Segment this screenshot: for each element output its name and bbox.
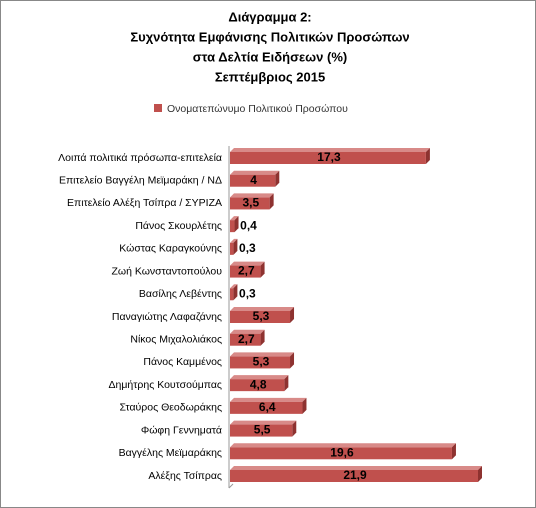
chart-title: Διάγραμμα 2: — [228, 9, 311, 24]
bar-face — [230, 443, 456, 448]
bar — [230, 397, 307, 414]
bar-face — [230, 174, 276, 187]
bar — [230, 352, 295, 369]
bar — [230, 261, 265, 278]
value-label: 0,3 — [239, 286, 256, 300]
value-label: 4 — [250, 173, 257, 187]
bar-face — [230, 216, 239, 221]
value-label: 17,3 — [317, 150, 341, 164]
bar-face — [230, 311, 291, 323]
bar-face — [230, 420, 297, 425]
bar-face — [230, 329, 265, 334]
bar-face — [230, 466, 482, 470]
bar — [230, 466, 482, 482]
bar-face — [290, 352, 295, 369]
value-label: 0,3 — [239, 241, 256, 255]
y-tick-label: Νίκος Μιχαλολιάκος — [130, 333, 222, 345]
bar — [230, 148, 430, 164]
value-label: 2,7 — [238, 264, 255, 278]
chart-title: Σεπτέμβριος 2015 — [215, 69, 325, 84]
value-label: 0,4 — [240, 218, 257, 232]
bar-face — [233, 238, 238, 255]
y-tick-label: Κώστας Καραγκούνης — [119, 243, 222, 255]
y-tick-label: Παναγιώτης Λαφαζάνης — [112, 311, 222, 323]
bar-face — [230, 470, 478, 482]
bar-face — [290, 307, 295, 323]
bar — [230, 170, 280, 187]
bar-face — [230, 261, 265, 266]
bar-face — [230, 284, 238, 289]
value-label: 5,5 — [254, 423, 271, 437]
value-label: 5,3 — [253, 355, 270, 369]
chart-title: στα Δελτία Ειδήσεων (%) — [193, 49, 347, 64]
chart-title: Συχνότητα Εμφάνισης Πολιτικών Προσώπων — [130, 29, 409, 44]
legend-swatch — [154, 104, 162, 112]
bar — [230, 216, 239, 233]
bar — [230, 284, 238, 301]
bar-face — [230, 265, 261, 278]
bar-face — [230, 356, 291, 369]
bar-face — [230, 170, 280, 175]
value-label: 5,3 — [253, 309, 270, 323]
y-tick-label: Αλέξης Τσίπρας — [148, 470, 222, 482]
bar-face — [260, 329, 265, 346]
bar — [230, 443, 456, 460]
bar-face — [451, 443, 456, 460]
bar-face — [230, 193, 274, 198]
bar — [230, 307, 295, 323]
bar-face — [230, 288, 234, 301]
bar-face — [230, 352, 295, 357]
bar-face — [269, 193, 274, 210]
bar-face — [230, 379, 285, 392]
bar-face — [230, 447, 452, 460]
bar-face — [284, 375, 289, 392]
legend-label: Ονοματεπώνυμο Πολιτικού Προσώπου — [167, 103, 348, 115]
bar-face — [230, 424, 293, 437]
y-tick-label: Φώφη Γεννηματά — [141, 424, 222, 436]
bar-face — [230, 375, 289, 380]
bar-face — [230, 307, 295, 311]
y-tick-label: Πάνος Σκουρλέτης — [135, 220, 222, 232]
bar-face — [425, 148, 430, 164]
bar — [230, 238, 238, 255]
y-tick-label: Βασίλης Λεβέντης — [139, 288, 222, 300]
bar-face — [230, 220, 235, 233]
y-tick-label: Λοιπά πολιτικά πρόσωπα-επιτελεία — [58, 152, 222, 164]
y-tick-label: Επιτελείο Βαγγέλη Μεϊμαράκη / ΝΔ — [59, 174, 222, 186]
bar-face — [230, 148, 430, 152]
bar-face — [275, 170, 280, 187]
value-label: 2,7 — [238, 332, 255, 346]
bar-face — [230, 401, 303, 414]
value-label: 19,6 — [330, 445, 354, 459]
axis-depth — [228, 483, 234, 489]
y-tick-label: Βαγγέλης Μεϊμαράκης — [119, 447, 222, 459]
bar — [230, 420, 297, 437]
bar-face — [230, 397, 307, 402]
bar — [230, 375, 289, 392]
bar-face — [302, 397, 307, 414]
y-tick-label: Επιτελείο Αλέξη Τσίπρα / ΣΥΡΙΖΑ — [67, 197, 222, 209]
y-tick-label: Δημήτρης Κουτσούμπας — [109, 379, 222, 391]
bar — [230, 329, 265, 346]
bar-face — [230, 238, 238, 243]
bar-face — [292, 420, 297, 437]
bar-face — [478, 466, 482, 482]
value-label: 6,4 — [259, 400, 276, 414]
y-tick-label: Πάνος Καμμένος — [143, 356, 222, 368]
value-label: 4,8 — [250, 377, 267, 391]
bar-face — [230, 333, 261, 346]
bar — [230, 193, 274, 210]
y-tick-label: Ζωή Κωνσταντοπούλου — [111, 265, 222, 277]
y-tick-label: Σταύρος Θεοδωράκης — [119, 402, 222, 414]
bar-face — [230, 197, 270, 210]
bar-face — [260, 261, 265, 278]
bar-face — [234, 216, 239, 233]
value-label: 21,9 — [343, 468, 367, 482]
bar-face — [233, 284, 238, 301]
bar-face — [230, 152, 426, 164]
value-label: 3,5 — [242, 196, 259, 210]
bar-face — [230, 242, 234, 255]
